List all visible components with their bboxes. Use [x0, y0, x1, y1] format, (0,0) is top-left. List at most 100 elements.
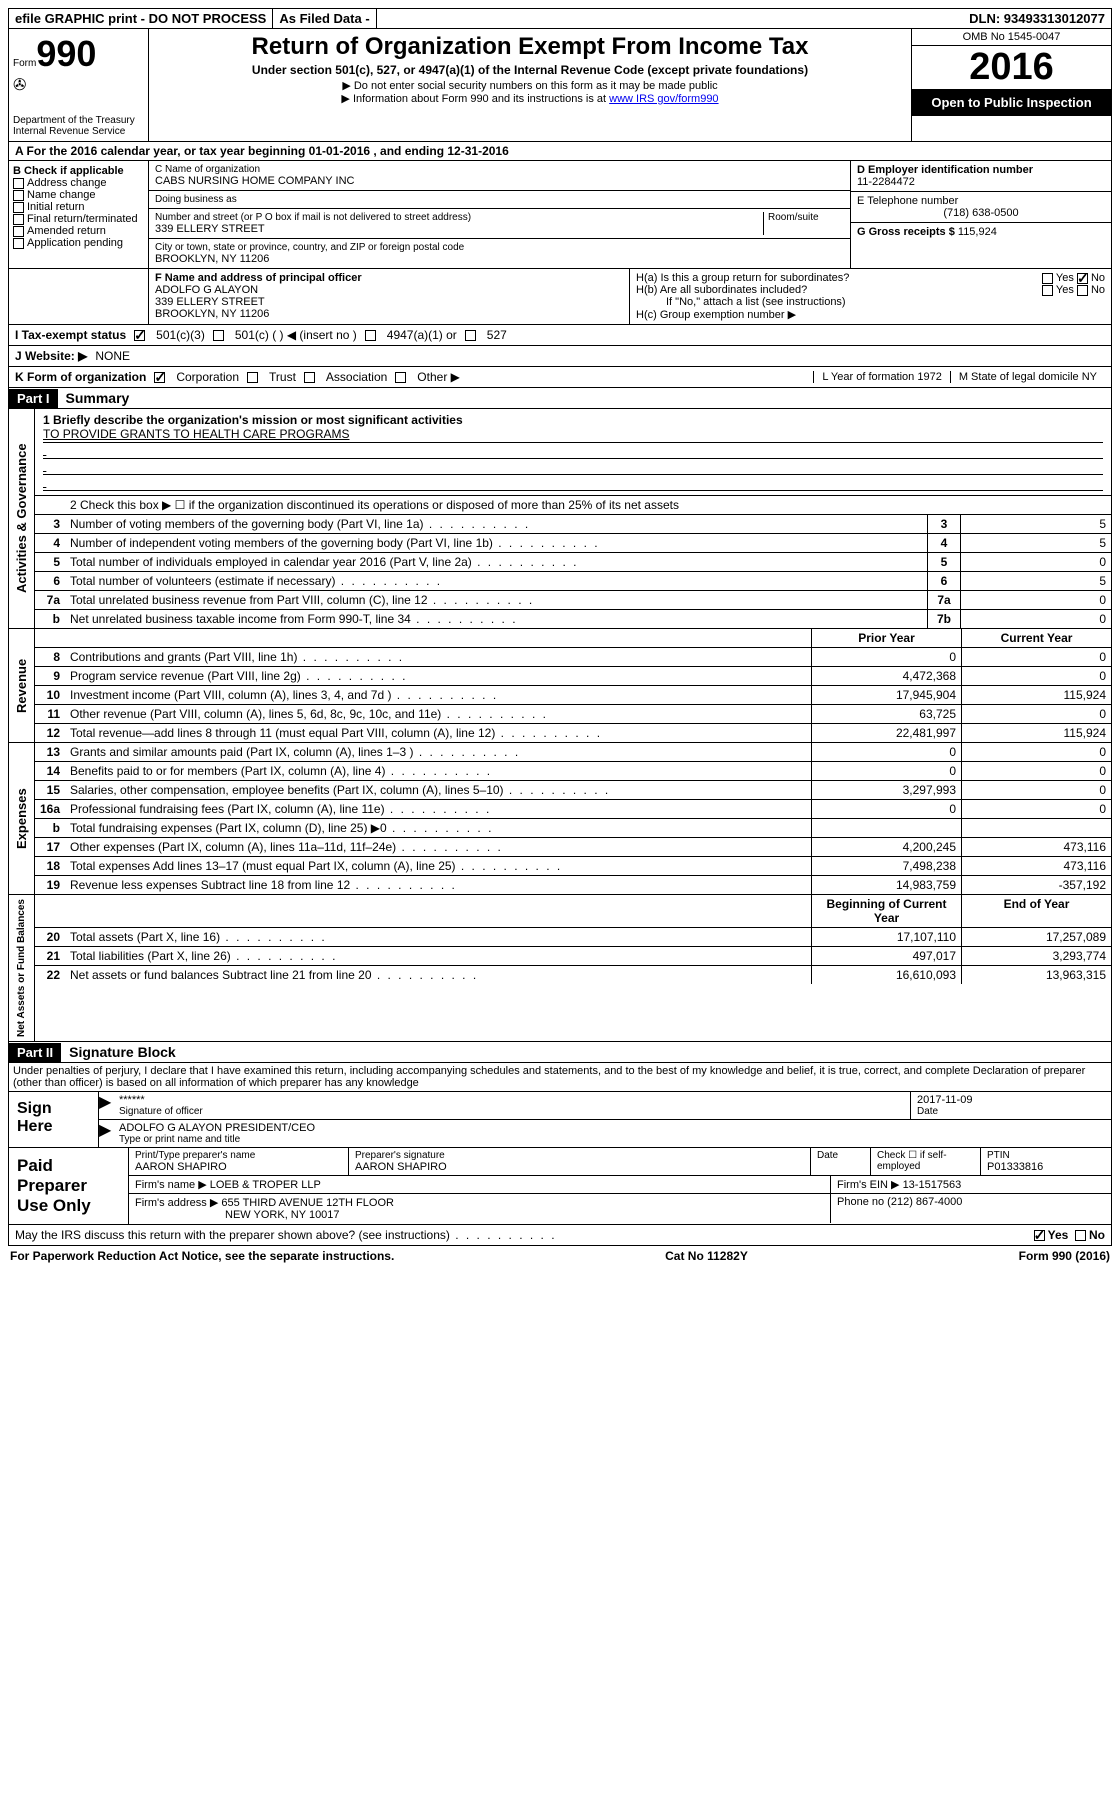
row-fh: F Name and address of principal officer … [8, 269, 1112, 325]
sig-declaration: Under penalties of perjury, I declare th… [8, 1063, 1112, 1092]
table-row: 20Total assets (Part X, line 16)17,107,1… [35, 928, 1111, 947]
form-word: Form [13, 58, 36, 69]
hb-note: If "No," attach a list (see instructions… [636, 296, 1105, 308]
col-h: H(a) Is this a group return for subordin… [630, 269, 1111, 324]
begin-hdr: Beginning of Current Year [811, 895, 961, 927]
table-row: 19Revenue less expenses Subtract line 18… [35, 876, 1111, 894]
part-ii-title: Signature Block [61, 1042, 184, 1062]
cb-trust[interactable] [247, 372, 258, 383]
cb-address[interactable] [13, 178, 24, 189]
form-number: 990 [36, 33, 96, 74]
table-row: 5Total number of individuals employed in… [35, 553, 1111, 572]
phone-value: (718) 638-0500 [857, 207, 1105, 219]
cb-501c3[interactable] [134, 330, 145, 341]
cb-discuss-no[interactable] [1075, 1230, 1086, 1241]
cb-amended[interactable] [13, 226, 24, 237]
city-label: City or town, state or province, country… [155, 242, 844, 253]
sign-here-block: Sign Here ▶ ****** Signature of officer … [8, 1092, 1112, 1148]
topbar: efile GRAPHIC print - DO NOT PROCESS As … [8, 8, 1112, 29]
open-inspection: Open to Public Inspection [912, 89, 1111, 116]
part-i-row: Part I Summary [8, 388, 1112, 409]
sig-officer-lbl: Signature of officer [119, 1106, 904, 1117]
officer-name-title: ADOLFO G ALAYON PRESIDENT/CEO [119, 1122, 1105, 1134]
street-label: Number and street (or P O box if mail is… [155, 212, 759, 223]
m-state: M State of legal domicile NY [950, 371, 1105, 383]
part-i-title: Summary [58, 388, 138, 408]
cb-assoc[interactable] [304, 372, 315, 383]
officer-city: BROOKLYN, NY 11206 [155, 308, 623, 320]
mission-block: 1 Briefly describe the organization's mi… [35, 409, 1111, 496]
col-dg: D Employer identification number 11-2284… [851, 161, 1111, 268]
firm-phone-lbl: Phone no [837, 1196, 884, 1208]
dln-label: DLN: 93493313012077 [963, 9, 1111, 28]
irs-label: Internal Revenue Service [13, 126, 144, 137]
cb-527[interactable] [465, 330, 476, 341]
paperwork-notice: For Paperwork Reduction Act Notice, see … [10, 1249, 394, 1263]
cb-corp[interactable] [154, 372, 165, 383]
cb-final[interactable] [13, 214, 24, 225]
title-note1: ▶ Do not enter social security numbers o… [157, 79, 903, 92]
tax-year: 2016 [912, 46, 1111, 89]
table-row: 4Number of independent voting members of… [35, 534, 1111, 553]
officer-street: 339 ELLERY STREET [155, 296, 623, 308]
ptin-value: P01333816 [987, 1161, 1105, 1173]
year-box: OMB No 1545-0047 2016 Open to Public Ins… [911, 29, 1111, 141]
firm-ein: 13-1517563 [903, 1179, 962, 1191]
cb-hb-no[interactable] [1077, 285, 1088, 296]
table-row: 12Total revenue—add lines 8 through 11 (… [35, 724, 1111, 742]
table-row: 14Benefits paid to or for members (Part … [35, 762, 1111, 781]
website-value: NONE [95, 349, 130, 363]
firm-addr1: 655 THIRD AVENUE 12TH FLOOR [221, 1197, 394, 1209]
header: Form990 ✇ Department of the Treasury Int… [8, 29, 1112, 142]
officer-name: ADOLFO G ALAYON [155, 284, 623, 296]
cb-initial[interactable] [13, 202, 24, 213]
table-row: bTotal fundraising expenses (Part IX, co… [35, 819, 1111, 838]
cb-hb-yes[interactable] [1042, 285, 1053, 296]
b-label: B Check if applicable [13, 165, 144, 177]
vlabel-bal: Net Assets or Fund Balances [9, 895, 35, 1041]
cb-discuss-yes[interactable] [1034, 1230, 1045, 1241]
cb-other[interactable] [395, 372, 406, 383]
g-label: G Gross receipts $ [857, 226, 955, 238]
table-row: 16aProfessional fundraising fees (Part I… [35, 800, 1111, 819]
arrow-icon: ▶ [99, 1092, 113, 1119]
room-label: Room/suite [768, 212, 844, 223]
cb-4947[interactable] [365, 330, 376, 341]
firm-ein-lbl: Firm's EIN ▶ [837, 1179, 900, 1191]
k-label: K Form of organization [15, 370, 146, 384]
form-box: Form990 ✇ Department of the Treasury Int… [9, 29, 149, 141]
cb-501c[interactable] [213, 330, 224, 341]
prep-date-lbl: Date [817, 1150, 864, 1161]
section-governance: Activities & Governance 1 Briefly descri… [8, 409, 1112, 629]
current-year-hdr: Current Year [961, 629, 1111, 647]
col-c: C Name of organization CABS NURSING HOME… [149, 161, 851, 268]
ptin-lbl: PTIN [987, 1150, 1105, 1161]
type-print-lbl: Type or print name and title [119, 1134, 1105, 1145]
irs-link[interactable]: www IRS gov/form990 [609, 93, 718, 105]
vlabel-rev: Revenue [9, 629, 35, 742]
city-value: BROOKLYN, NY 11206 [155, 253, 844, 265]
title-note2: ▶ Information about Form 990 and its ins… [341, 93, 609, 105]
title-box: Return of Organization Exempt From Incom… [149, 29, 911, 141]
prep-sig-lbl: Preparer's signature [355, 1150, 804, 1161]
paid-prep-label: Paid Preparer Use Only [9, 1148, 129, 1224]
firm-phone: (212) 867-4000 [887, 1196, 962, 1208]
table-row: 13Grants and similar amounts paid (Part … [35, 743, 1111, 762]
table-row: 17Other expenses (Part IX, column (A), l… [35, 838, 1111, 857]
cb-name[interactable] [13, 190, 24, 201]
part-ii-row: Part II Signature Block [8, 1042, 1112, 1063]
cb-ha-yes[interactable] [1042, 273, 1053, 284]
cb-ha-no[interactable] [1077, 273, 1088, 284]
bal-header: Beginning of Current Year End of Year [35, 895, 1111, 928]
table-row: 8Contributions and grants (Part VIII, li… [35, 648, 1111, 667]
l-year: L Year of formation 1972 [813, 371, 949, 383]
e-label: E Telephone number [857, 195, 1105, 207]
dba-label: Doing business as [155, 194, 844, 205]
c-name-label: C Name of organization [155, 164, 844, 175]
row-i: I Tax-exempt status 501(c)(3) 501(c) ( )… [8, 325, 1112, 346]
section-expenses: Expenses 13Grants and similar amounts pa… [8, 743, 1112, 895]
cb-pending[interactable] [13, 238, 24, 249]
org-name: CABS NURSING HOME COMPANY INC [155, 175, 844, 187]
f-label: F Name and address of principal officer [155, 272, 623, 284]
table-row: 10Investment income (Part VIII, column (… [35, 686, 1111, 705]
